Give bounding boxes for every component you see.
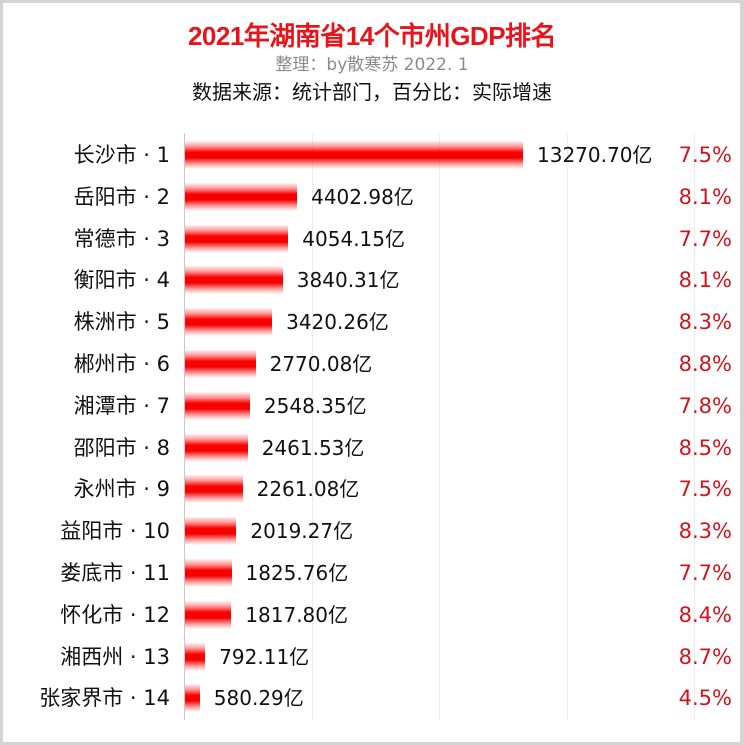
bar-row: 邵阳市 · 8 2461.53亿 8.5% <box>0 427 744 469</box>
growth-rate-label: 7.7% <box>678 561 732 585</box>
chart-canvas <box>3 3 740 742</box>
city-rank-label: 岳阳市 · 2 <box>73 184 170 209</box>
gdp-bar <box>185 475 243 504</box>
gdp-bar <box>185 182 298 211</box>
gdp-value-label: 580.29亿 <box>213 686 304 711</box>
gdp-value-label: 2019.27亿 <box>250 519 354 544</box>
gdp-value-label: 2548.35亿 <box>263 393 367 418</box>
growth-rate-label: 8.3% <box>678 310 732 335</box>
gridline <box>312 133 313 720</box>
gdp-bar <box>185 391 250 420</box>
gdp-bar <box>185 308 273 337</box>
growth-rate-label: 8.7% <box>678 644 732 669</box>
bar-row: 娄底市 · 11 1825.76亿 7.7% <box>0 552 744 594</box>
growth-rate-label: 8.1% <box>678 268 732 293</box>
growth-rate-label: 8.1% <box>678 184 732 209</box>
growth-rate-label: 8.5% <box>678 435 732 460</box>
gdp-value-label: 3840.31亿 <box>296 268 400 293</box>
city-rank-label: 益阳市 · 10 <box>60 519 170 544</box>
gdp-value-label: 3420.26亿 <box>286 310 389 335</box>
growth-rate-label: 7.5% <box>678 143 732 167</box>
chart-credit: 整理：by散寒苏 2022. 1 <box>275 55 469 75</box>
bar-row: 湘西州 · 13 792.11亿 8.7% <box>0 636 744 678</box>
gdp-bar <box>185 684 200 713</box>
gdp-value-label: 2770.08亿 <box>269 352 373 376</box>
city-rank-label: 怀化市 · 12 <box>60 602 170 627</box>
city-rank-label: 湘潭市 · 7 <box>73 393 170 418</box>
gdp-value-label: 13270.70亿 <box>537 143 653 167</box>
bar-row: 益阳市 · 10 2019.27亿 8.3% <box>0 510 744 552</box>
bar-row: 长沙市 · 1 13270.70亿 7.5% <box>0 134 744 176</box>
growth-rate-label: 8.3% <box>678 519 732 544</box>
gdp-bar <box>185 266 283 295</box>
bar-row: 湘潭市 · 7 2548.35亿 7.8% <box>0 385 744 427</box>
city-rank-label: 长沙市 · 1 <box>73 143 170 167</box>
gdp-bar <box>185 600 232 629</box>
city-rank-label: 株洲市 · 5 <box>73 310 170 335</box>
gdp-bar <box>185 559 232 587</box>
gdp-bar <box>185 517 237 546</box>
city-rank-label: 衡阳市 · 4 <box>73 268 170 293</box>
growth-rate-label: 7.8% <box>678 393 732 418</box>
chart-source-note: 数据来源：统计部门，百分比：实际增速 <box>192 80 552 104</box>
gdp-bar <box>185 350 256 378</box>
chart-title: 2021年湖南省14个市州GDP排名 <box>187 21 557 51</box>
bar-row: 永州市 · 9 2261.08亿 7.5% <box>0 468 744 510</box>
growth-rate-label: 4.5% <box>678 686 732 711</box>
growth-rate-label: 7.7% <box>678 226 732 251</box>
gdp-value-label: 1817.80亿 <box>245 602 349 627</box>
y-axis-line <box>184 133 185 720</box>
gridline <box>694 133 695 720</box>
growth-rate-label: 7.5% <box>678 477 732 502</box>
gdp-value-label: 792.11亿 <box>219 644 310 669</box>
gdp-bar <box>185 642 206 671</box>
city-rank-label: 常德市 · 3 <box>73 226 170 251</box>
gdp-value-label: 1825.76亿 <box>245 561 349 585</box>
growth-rate-label: 8.4% <box>678 602 732 627</box>
city-rank-label: 湘西州 · 13 <box>60 644 170 669</box>
bar-row: 岳阳市 · 2 4402.98亿 8.1% <box>0 176 744 218</box>
city-rank-label: 邵阳市 · 8 <box>73 435 170 460</box>
gdp-value-label: 4054.15亿 <box>302 226 406 251</box>
bar-row: 衡阳市 · 4 3840.31亿 8.1% <box>0 259 744 301</box>
city-rank-label: 张家界市 · 14 <box>39 686 170 711</box>
gdp-bar <box>185 141 523 169</box>
city-rank-label: 郴州市 · 6 <box>73 352 170 376</box>
bar-row: 郴州市 · 6 2770.08亿 8.8% <box>0 343 744 385</box>
gridline <box>567 133 568 720</box>
bar-row: 株洲市 · 5 3420.26亿 8.3% <box>0 301 744 343</box>
gdp-bar <box>185 433 248 462</box>
gdp-value-label: 2261.08亿 <box>256 477 360 502</box>
gdp-bar <box>185 224 289 253</box>
gdp-value-label: 4402.98亿 <box>311 184 414 209</box>
bar-row: 常德市 · 3 4054.15亿 7.7% <box>0 218 744 260</box>
city-rank-label: 娄底市 · 11 <box>60 561 170 585</box>
bar-row: 怀化市 · 12 1817.80亿 8.4% <box>0 594 744 636</box>
bar-row: 张家界市 · 14 580.29亿 4.5% <box>0 677 744 719</box>
gridline <box>439 133 440 720</box>
city-rank-label: 永州市 · 9 <box>73 477 170 502</box>
growth-rate-label: 8.8% <box>678 352 732 376</box>
gdp-value-label: 2461.53亿 <box>261 435 365 460</box>
